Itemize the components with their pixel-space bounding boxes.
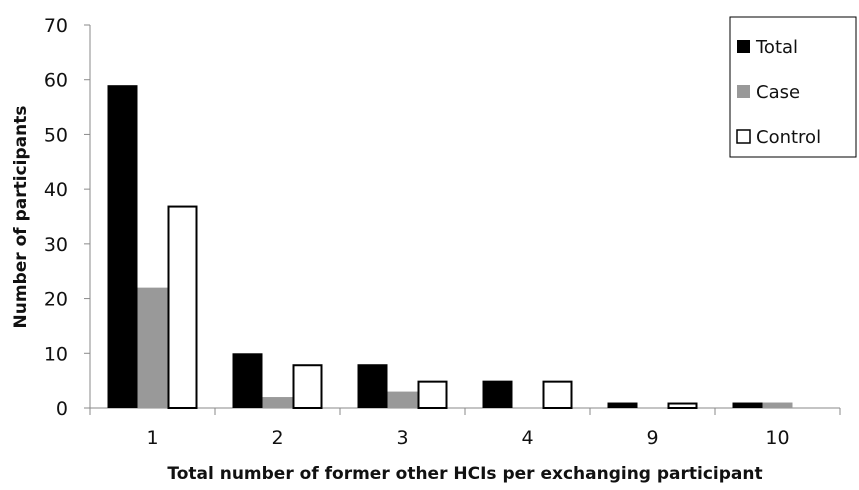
bar-case	[762, 402, 793, 408]
x-tick-label: 1	[146, 427, 158, 449]
y-tick-label: 0	[56, 398, 68, 420]
bar-control	[667, 402, 698, 409]
legend: Total Case Control	[729, 16, 857, 158]
bar-total	[732, 402, 763, 408]
bars	[107, 85, 793, 410]
bar-control	[542, 380, 573, 409]
bar-case	[262, 397, 293, 408]
x-axis: 1 2 3 4 9 10	[89, 407, 841, 449]
x-tick-label: 9	[646, 427, 658, 449]
y-tick-label: 40	[44, 179, 68, 201]
y-tick-label: 30	[44, 234, 68, 256]
bar-total	[607, 402, 638, 408]
legend-label-total: Total	[755, 37, 798, 58]
legend-swatch-control	[736, 129, 751, 144]
legend-label-control: Control	[756, 127, 821, 148]
bar-case	[137, 287, 168, 408]
y-tick-label: 60	[44, 70, 68, 92]
y-tick-label: 70	[44, 15, 68, 37]
y-axis: 0 10 20 30 40 50 60 70	[44, 15, 91, 420]
y-tick-label: 20	[44, 289, 68, 311]
legend-frame	[729, 16, 857, 158]
bar-total	[357, 364, 388, 408]
bar-control	[167, 205, 198, 409]
x-tick-label: 2	[271, 427, 283, 449]
bar-total	[482, 380, 513, 408]
y-axis-title: Number of participants	[11, 106, 31, 329]
x-tick-label: 10	[765, 427, 789, 449]
legend-label-case: Case	[756, 82, 800, 103]
x-tick-label: 4	[521, 427, 533, 449]
x-axis-title: Total number of former other HCIs per ex…	[167, 464, 762, 484]
bar-case	[387, 391, 418, 408]
bar-control	[292, 364, 323, 410]
bar-total	[232, 353, 263, 408]
x-tick-label: 3	[396, 427, 408, 449]
legend-swatch-total	[737, 40, 750, 53]
legend-swatch-case	[737, 85, 750, 98]
bar-total	[107, 85, 138, 408]
bar-control	[417, 380, 448, 409]
y-tick-label: 50	[44, 124, 68, 146]
y-tick-label: 10	[44, 343, 68, 365]
